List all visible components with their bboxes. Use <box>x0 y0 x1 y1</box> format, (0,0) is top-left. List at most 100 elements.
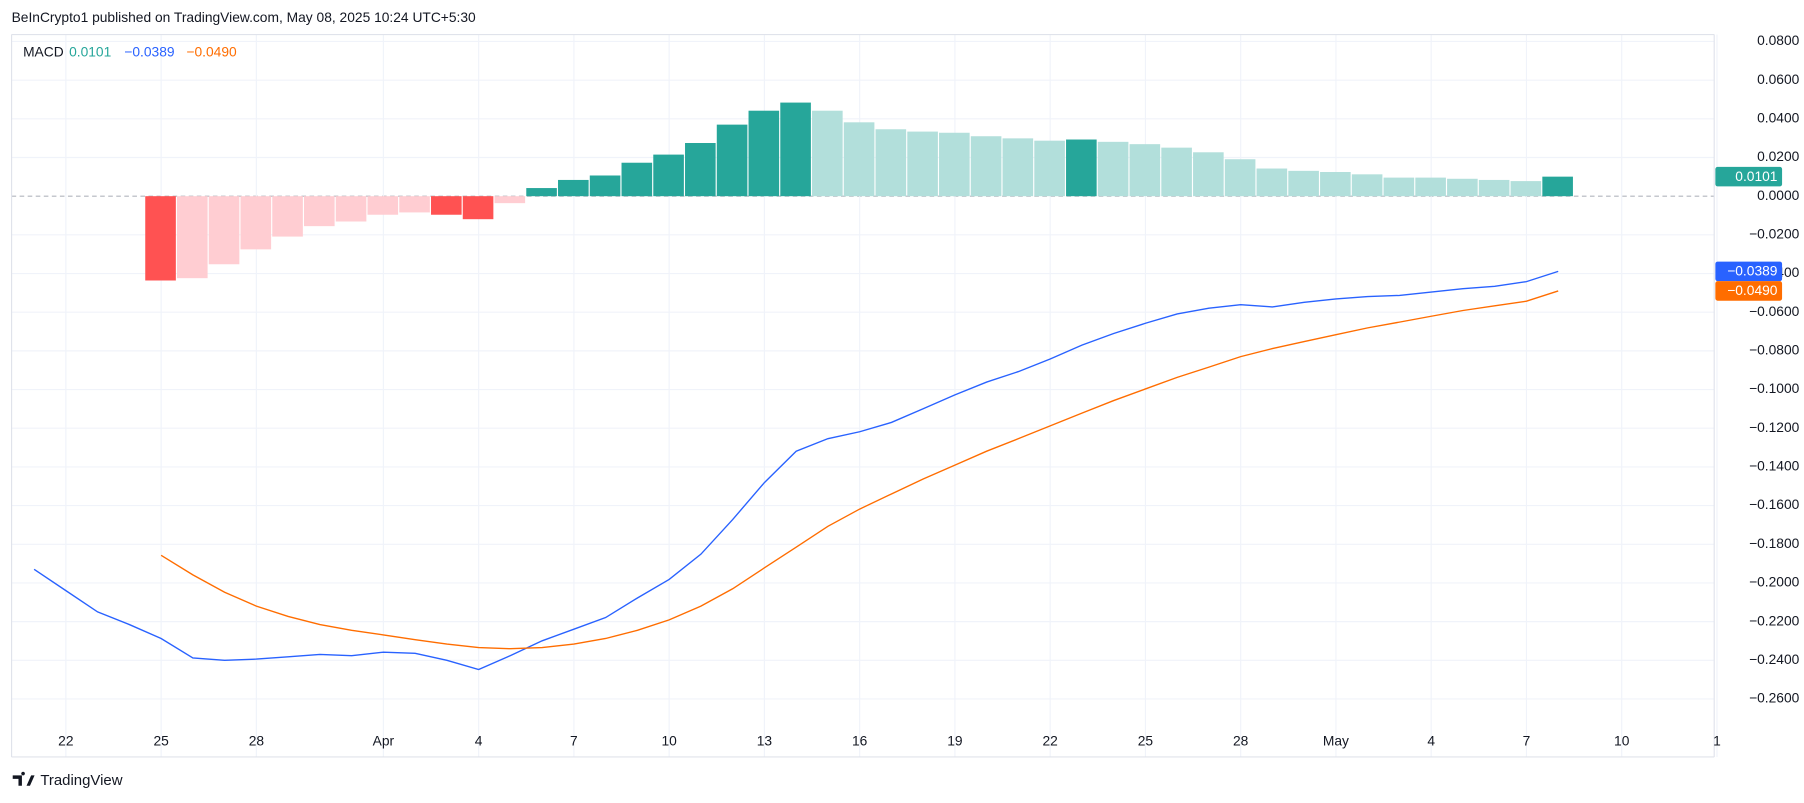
y-tick-label: −0.1200 <box>1749 420 1800 435</box>
x-tick-label: 28 <box>249 734 265 749</box>
y-tick-label: 0.0600 <box>1757 72 1800 87</box>
legend-title: MACD <box>23 45 64 60</box>
histogram-bar <box>1193 152 1224 197</box>
header-text: BeInCrypto1 published on TradingView.com… <box>12 10 476 25</box>
histogram-bar <box>304 196 335 227</box>
axis-layer: 0.0800 0.0600 0.0400 0.0200 0.0000 −0.0200 −0.… <box>58 33 1799 749</box>
x-tick-label: 13 <box>757 734 773 749</box>
y-tick-label: −0.2400 <box>1749 652 1800 667</box>
x-tick-label: 10 <box>1614 734 1630 749</box>
histogram-bar <box>208 196 240 265</box>
y-tick-label: −0.0600 <box>1749 304 1800 319</box>
legend-value: 0.0101 <box>69 45 111 60</box>
histogram-bar <box>494 196 526 204</box>
x-tick-label: Apr <box>373 734 395 749</box>
histogram-bar <box>843 122 875 197</box>
price-badge <box>1715 166 1783 187</box>
x-tick-label: 25 <box>153 734 169 749</box>
x-tick-label: 28 <box>1233 734 1249 749</box>
histogram-bar <box>1320 172 1351 197</box>
histogram-bar <box>272 196 303 237</box>
histogram-bar <box>1224 159 1256 197</box>
histogram-bar <box>1288 170 1319 197</box>
histogram-bar <box>176 196 208 279</box>
x-tick-label: 22 <box>58 734 73 749</box>
x-tick-label: 7 <box>1523 734 1531 749</box>
histogram-bar <box>462 196 494 220</box>
histogram-bar <box>875 129 907 197</box>
histogram-bar <box>335 196 367 222</box>
histogram-bar <box>367 196 399 215</box>
histogram-bar <box>1256 168 1288 197</box>
histogram-bar <box>621 162 653 197</box>
histogram-bar <box>1447 178 1478 197</box>
y-tick-label: 0.0400 <box>1757 110 1800 125</box>
x-tick-label: 10 <box>661 734 677 749</box>
histogram-bar <box>1510 181 1542 197</box>
line-series <box>33 270 1559 671</box>
price-badge <box>1715 281 1783 301</box>
y-tick-label: −0.2000 <box>1749 575 1800 590</box>
y-tick-label: −0.1400 <box>1749 459 1800 474</box>
histogram-bar <box>145 196 176 281</box>
histogram-bar <box>1034 140 1065 197</box>
y-tick-label: −0.2200 <box>1749 613 1800 628</box>
y-tick-label: 0.0200 <box>1757 149 1800 164</box>
logo <box>12 771 35 786</box>
y-tick-label: −0.2600 <box>1749 691 1800 706</box>
histogram-bar <box>907 131 938 197</box>
histogram-bar <box>1066 139 1097 197</box>
grid-layer <box>11 34 1718 757</box>
histogram-bar <box>240 196 272 250</box>
x-tick-label: 25 <box>1138 734 1154 749</box>
plot-layer <box>33 102 1573 671</box>
histogram-bar <box>1351 174 1383 197</box>
price-badge-label: −0.0389 <box>1727 264 1778 279</box>
y-tick-label: −0.1000 <box>1749 381 1800 396</box>
histogram-bar <box>1383 177 1415 197</box>
histogram-bar <box>1129 144 1161 197</box>
histogram-bar <box>1478 179 1510 197</box>
histogram-bar <box>716 124 748 197</box>
x-tick-label: 19 <box>947 734 963 749</box>
histogram-bar <box>1161 147 1192 197</box>
y-tick-label: −0.1800 <box>1749 536 1800 551</box>
histogram-bar <box>780 102 811 197</box>
histogram-bar <box>1542 176 1573 197</box>
x-tick-label: May <box>1323 734 1349 749</box>
price-badge-label: 0.0101 <box>1735 169 1777 184</box>
histogram-bar <box>1097 141 1129 197</box>
legend-value: −0.0389 <box>124 45 175 60</box>
x-tick-label: 16 <box>852 734 868 749</box>
legend-value: −0.0490 <box>186 45 237 60</box>
histogram-bar <box>558 179 589 197</box>
y-tick-label: −0.0200 <box>1749 226 1800 241</box>
histogram-bar <box>526 188 557 197</box>
y-tick-label: 0.0000 <box>1757 188 1800 203</box>
price-badge-label: −0.0490 <box>1727 283 1778 298</box>
x-tick-label: 4 <box>1427 734 1435 749</box>
histogram-bar <box>812 110 843 197</box>
histogram-bar <box>685 142 716 197</box>
histogram-bar <box>399 196 430 213</box>
histogram-bar <box>589 175 621 197</box>
histogram-bar <box>653 154 684 197</box>
histogram-bar <box>748 110 780 197</box>
x-tick-label: 7 <box>570 734 578 749</box>
line-series <box>160 290 1559 650</box>
y-tick-label: −0.1600 <box>1749 497 1800 512</box>
histogram-bar <box>431 196 462 215</box>
histogram-bar <box>939 132 970 197</box>
histogram-bar <box>1415 177 1446 197</box>
x-tick-label: 1 <box>1713 734 1721 749</box>
histogram-bar <box>1002 138 1034 197</box>
y-tick-label: 0.0800 <box>1757 33 1800 48</box>
x-tick-label: 4 <box>475 734 483 749</box>
y-tick-label: −0.0800 <box>1749 343 1800 358</box>
histogram-bar <box>970 136 1002 197</box>
logo-icon <box>12 771 35 786</box>
footer-brand: TradingView <box>40 772 122 789</box>
